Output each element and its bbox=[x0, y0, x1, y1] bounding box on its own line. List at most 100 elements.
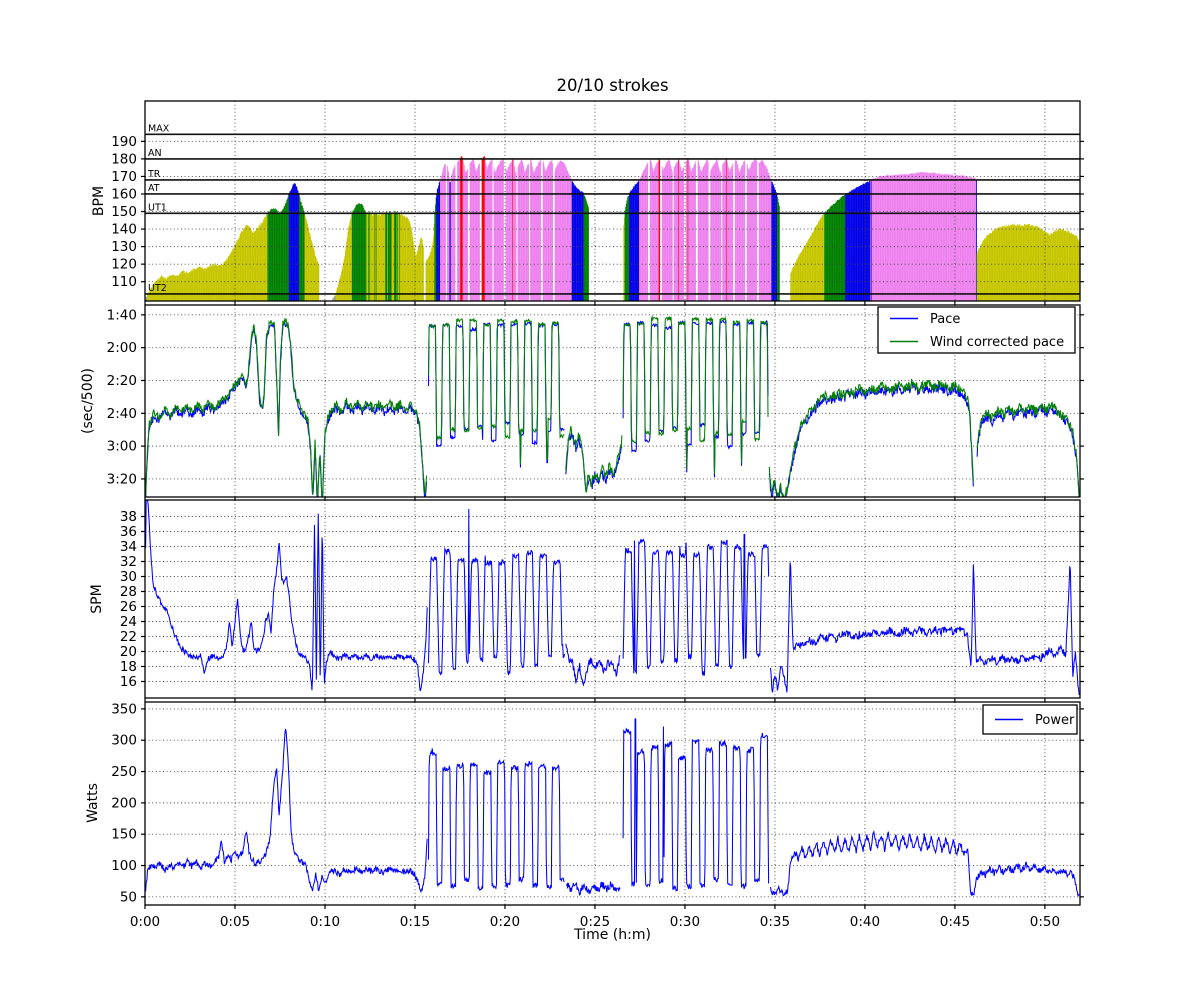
hr-sample bbox=[987, 235, 989, 301]
hr-sample bbox=[892, 175, 894, 301]
hr-sample bbox=[846, 193, 848, 301]
hr-sample bbox=[407, 219, 409, 301]
hr-sample bbox=[204, 268, 206, 301]
hr-sample bbox=[698, 161, 700, 301]
hr-sample bbox=[693, 166, 695, 301]
hr-sample bbox=[344, 250, 346, 301]
hr-sample bbox=[436, 193, 438, 301]
hr-sample bbox=[761, 160, 763, 301]
hr-sample bbox=[1028, 224, 1030, 301]
hr-sample bbox=[520, 161, 521, 301]
hr-sample bbox=[835, 201, 837, 301]
hr-sample bbox=[218, 265, 220, 301]
hr-sample bbox=[383, 214, 385, 301]
hr-sample bbox=[266, 214, 268, 301]
hr-sample bbox=[952, 175, 954, 301]
hr-sample bbox=[884, 176, 885, 301]
hr-sample bbox=[870, 180, 872, 301]
zone-label-AT: AT bbox=[148, 183, 160, 194]
hr-sample bbox=[851, 189, 853, 301]
hr-sample bbox=[1069, 233, 1071, 301]
hr-sample bbox=[958, 175, 960, 301]
hr-sample bbox=[522, 163, 524, 301]
hr-sample bbox=[921, 172, 923, 301]
hr-sample bbox=[882, 175, 884, 301]
hr-sample bbox=[1077, 239, 1079, 301]
hr-sample bbox=[737, 164, 739, 301]
hr-sample bbox=[240, 231, 242, 301]
y-tick-label: 180 bbox=[111, 151, 137, 167]
hr-sample bbox=[801, 251, 803, 301]
hr-sample bbox=[267, 212, 269, 301]
hr-sample bbox=[259, 224, 261, 301]
hr-sample bbox=[769, 176, 771, 301]
hr-sample bbox=[261, 223, 263, 301]
hr-sample bbox=[644, 169, 645, 301]
hr-sample bbox=[845, 193, 847, 301]
hr-sample bbox=[520, 160, 522, 301]
hr-sample bbox=[941, 174, 943, 301]
hr-sample bbox=[475, 171, 477, 301]
hr-sample bbox=[878, 177, 880, 301]
hr-sample bbox=[688, 161, 690, 301]
hr-sample bbox=[809, 236, 811, 301]
hr-sample bbox=[346, 237, 348, 301]
hr-sample bbox=[348, 227, 349, 301]
hr-sample bbox=[934, 172, 936, 301]
hr-sample bbox=[639, 178, 641, 301]
hr-sample bbox=[849, 191, 851, 301]
stroke-rate-line bbox=[145, 500, 1080, 695]
hr-sample bbox=[498, 165, 499, 301]
hr-sample bbox=[693, 164, 695, 301]
hr-sample bbox=[172, 274, 174, 301]
hr-sample bbox=[355, 205, 357, 301]
hr-sample bbox=[773, 185, 775, 301]
hr-sample bbox=[508, 166, 510, 301]
hr-sample bbox=[772, 184, 774, 301]
hr-sample bbox=[215, 264, 217, 301]
hr-sample bbox=[970, 177, 972, 301]
hr-sample bbox=[1004, 226, 1006, 301]
hr-sample bbox=[980, 244, 982, 301]
hr-sample bbox=[407, 217, 409, 301]
hr-sample bbox=[286, 199, 288, 301]
hr-sample bbox=[416, 254, 417, 301]
hr-sample bbox=[812, 231, 814, 301]
hr-sample bbox=[981, 244, 982, 301]
hr-sample bbox=[283, 208, 285, 301]
hr-sample bbox=[277, 212, 279, 301]
y-tick-label: 110 bbox=[111, 274, 137, 290]
hr-sample bbox=[629, 191, 631, 301]
hr-sample bbox=[234, 245, 235, 301]
hr-sample bbox=[681, 171, 683, 301]
hr-sample bbox=[762, 161, 764, 301]
hr-sample bbox=[482, 156, 484, 301]
hr-sample bbox=[171, 276, 172, 301]
hr-sample bbox=[285, 203, 286, 301]
hr-sample bbox=[921, 172, 923, 301]
hr-sample bbox=[491, 159, 493, 301]
hr-sample bbox=[517, 166, 519, 301]
hr-sample bbox=[429, 252, 431, 301]
hr-sample bbox=[210, 266, 212, 301]
hr-sample bbox=[523, 166, 525, 301]
hr-sample bbox=[804, 245, 806, 301]
hr-sample bbox=[255, 230, 257, 301]
hr-sample bbox=[540, 159, 542, 301]
hr-sample bbox=[869, 180, 871, 301]
hr-sample bbox=[514, 166, 516, 301]
hr-sample bbox=[396, 213, 398, 301]
hr-sample bbox=[1010, 224, 1012, 301]
hr-sample bbox=[848, 192, 850, 301]
hr-sample bbox=[402, 214, 404, 301]
hr-sample bbox=[543, 166, 545, 301]
hr-sample bbox=[482, 158, 484, 301]
hr-sample bbox=[704, 163, 706, 301]
hr-sample bbox=[683, 167, 685, 301]
hr-sample bbox=[275, 208, 276, 301]
hr-sample bbox=[411, 232, 413, 301]
hr-sample bbox=[646, 164, 648, 301]
hr-sample bbox=[979, 248, 981, 301]
hr-sample bbox=[547, 166, 548, 301]
hr-sample bbox=[654, 166, 656, 301]
